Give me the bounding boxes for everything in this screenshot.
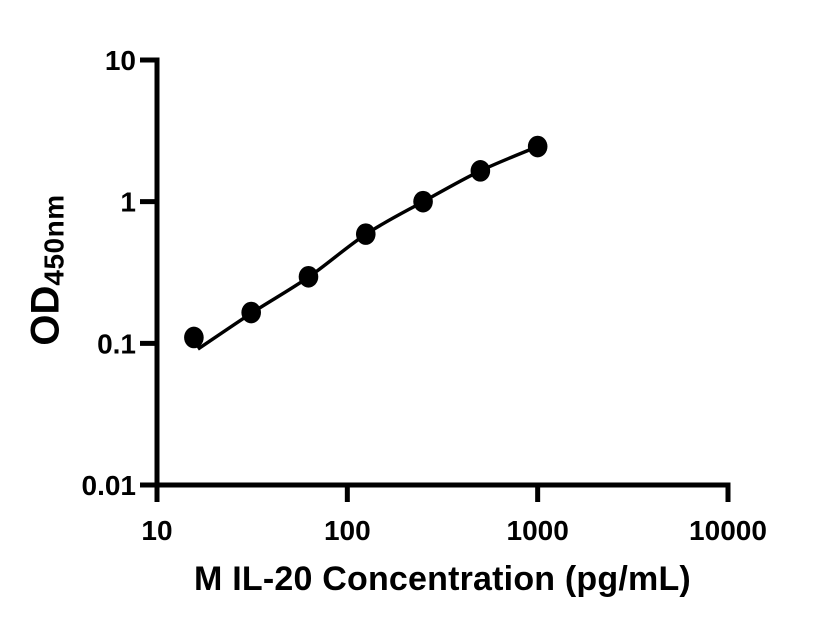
x-axis-title: M IL-20 Concentration (pg/mL) <box>194 560 691 598</box>
x-tick-label: 10 <box>141 515 172 546</box>
data-point-marker <box>241 301 261 324</box>
x-tick-label: 100 <box>324 515 371 546</box>
data-point-marker <box>413 190 433 213</box>
y-tick-label: 0.1 <box>97 328 136 359</box>
x-tick-label: 10000 <box>689 515 767 546</box>
y-tick-label: 1 <box>120 187 136 218</box>
data-point-marker <box>298 265 319 288</box>
y-axis-title-subscript: 450nm <box>38 194 70 286</box>
y-axis-title-main: OD <box>23 285 68 346</box>
data-point-marker <box>470 160 491 182</box>
data-point-marker <box>355 223 376 245</box>
data-point-marker <box>527 135 548 158</box>
data-point-marker <box>184 326 204 349</box>
y-axis-title: OD450nm <box>23 194 70 345</box>
y-tick-label: 10 <box>105 45 136 76</box>
y-tick-label: 0.01 <box>82 470 137 501</box>
x-tick-label: 1000 <box>507 515 569 546</box>
